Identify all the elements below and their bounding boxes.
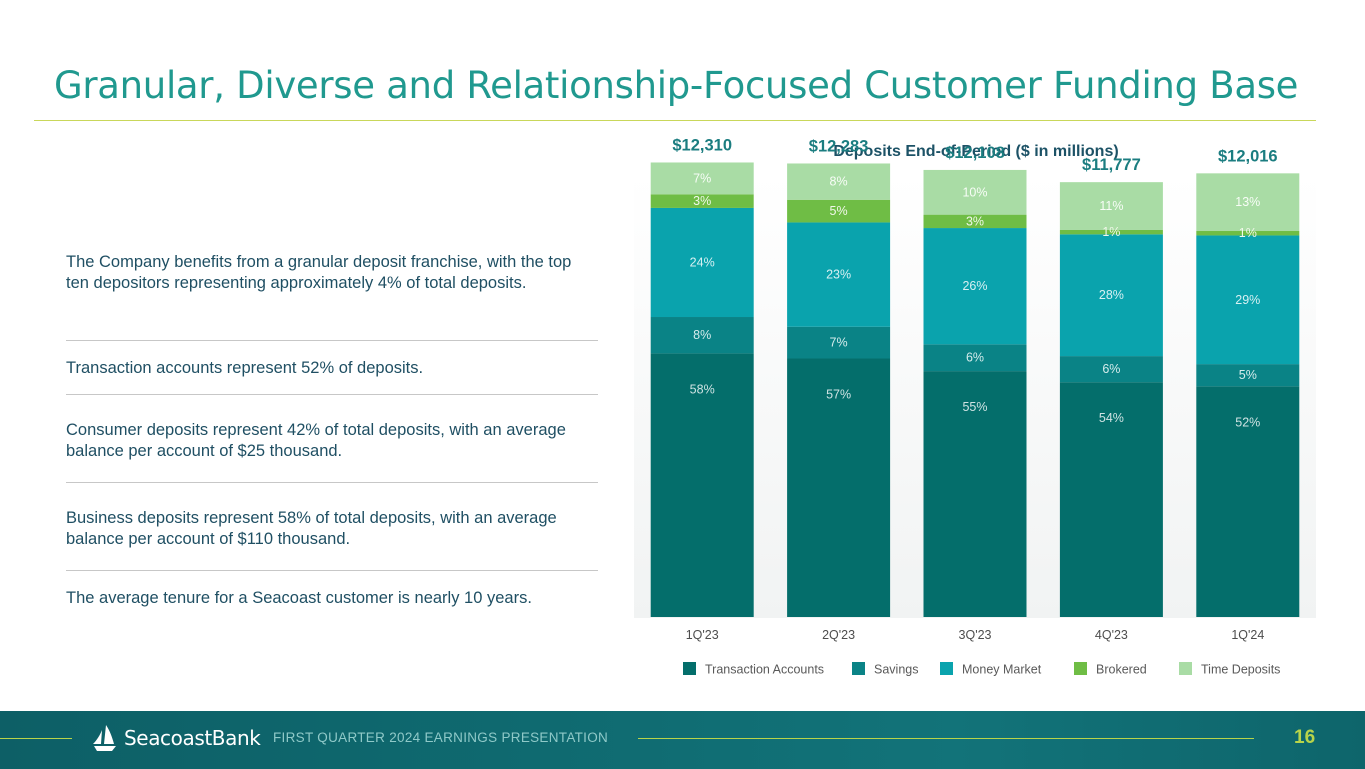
bullet-item-consumer-deposits: Consumer deposits represent 42% of total… (66, 421, 566, 460)
bar-segment-money-market (1059, 234, 1163, 357)
bar-segment-money-market (923, 228, 1027, 345)
data-label: 28% (1099, 288, 1124, 302)
data-label: 55% (962, 400, 987, 414)
data-label: 52% (1235, 415, 1260, 429)
data-label: 5% (1239, 368, 1257, 382)
bar-segment-time-deposits (1196, 173, 1300, 232)
x-tick-label: 3Q'23 (959, 628, 992, 642)
data-label: 6% (966, 351, 984, 365)
legend-swatch (1179, 662, 1192, 675)
bar-segment-time-deposits (650, 162, 754, 195)
data-label: 8% (830, 175, 848, 189)
data-label: 1% (1239, 226, 1257, 240)
data-label: 3% (966, 214, 984, 228)
bar-segment-savings (1196, 364, 1300, 387)
data-label: 8% (693, 328, 711, 342)
data-label: 11% (1099, 199, 1123, 213)
bullet-item-transaction-accounts: Transaction accounts represent 52% of de… (66, 359, 424, 377)
x-tick-label: 1Q'23 (686, 628, 719, 642)
footer-accent-line (638, 738, 1254, 739)
data-label: 26% (962, 279, 987, 293)
legend-swatch (940, 662, 953, 675)
data-label: 57% (826, 387, 851, 401)
bar-segment-savings (923, 344, 1027, 372)
data-label: 29% (1235, 293, 1260, 307)
bar-segment-transaction-accounts (787, 358, 891, 617)
x-tick-label: 4Q'23 (1095, 628, 1128, 642)
page-number: 16 (1294, 727, 1316, 748)
data-label: 54% (1099, 411, 1124, 425)
total-label: $12,283 (809, 137, 869, 155)
chart-title: Deposits End-of-Period ($ in millions) (833, 143, 1118, 160)
data-label: 13% (1235, 195, 1260, 209)
legend-label: Savings (874, 663, 918, 677)
legend-label: Brokered (1096, 663, 1147, 677)
bar-segment-money-market (1196, 235, 1300, 365)
bar-segment-brokered (1059, 229, 1163, 235)
bullet-divider (66, 570, 598, 571)
bar-segment-time-deposits (787, 163, 891, 200)
page-title: Granular, Diverse and Relationship-Focus… (54, 64, 1299, 107)
deposits-chart: Deposits End-of-Period ($ in millions) 5… (634, 134, 1316, 694)
sailboat-icon (93, 725, 116, 751)
bullet-divider (66, 394, 598, 395)
data-label: 7% (693, 171, 711, 185)
bar-segment-transaction-accounts (650, 353, 754, 617)
x-tick-label: 2Q'23 (822, 628, 855, 642)
seacoast-logo: SeacoastBank (90, 723, 261, 753)
bar-segment-savings (1059, 356, 1163, 383)
bar-segment-savings (650, 317, 754, 354)
bar-segment-time-deposits (923, 169, 1027, 215)
total-label: $12,310 (672, 136, 732, 154)
bar-segment-transaction-accounts (923, 371, 1027, 617)
x-tick-label: 1Q'24 (1231, 628, 1264, 642)
data-label: 7% (830, 336, 848, 350)
bullet-item-customer-tenure: The average tenure for a Seacoast custom… (66, 589, 532, 607)
legend-label: Time Deposits (1201, 663, 1280, 677)
bar-segment-time-deposits (1059, 182, 1163, 230)
bar-segment-brokered (787, 199, 891, 223)
bar-segment-money-market (650, 207, 754, 318)
footer-accent-line (0, 738, 72, 739)
data-label: 24% (690, 255, 715, 269)
legend-label: Money Market (962, 663, 1042, 677)
legend-swatch (852, 662, 865, 675)
data-label: 58% (690, 382, 715, 396)
footer-caption: FIRST QUARTER 2024 EARNINGS PRESENTATION (273, 730, 609, 745)
total-label: $12,016 (1218, 147, 1278, 165)
bar-segment-brokered (1196, 231, 1300, 236)
data-label: 23% (826, 268, 851, 282)
bar-segment-savings (787, 326, 891, 359)
data-label: 1% (1102, 225, 1120, 239)
bar-segment-money-market (787, 222, 891, 327)
data-label: 5% (830, 204, 848, 218)
data-label: 3% (693, 194, 711, 208)
legend-swatch (683, 662, 696, 675)
brand-name: SeacoastBank (124, 726, 261, 750)
bar-segment-transaction-accounts (1059, 382, 1163, 617)
bar-segment-transaction-accounts (1196, 386, 1300, 617)
data-label: 6% (1102, 362, 1120, 376)
bar-segment-brokered (923, 214, 1027, 229)
bullet-divider (66, 340, 598, 341)
total-label: $12,108 (945, 144, 1005, 162)
total-label: $11,777 (1082, 156, 1141, 174)
legend-swatch (1074, 662, 1087, 675)
deposits-chart-svg: Deposits End-of-Period ($ in millions) 5… (634, 136, 1316, 677)
title-divider (34, 120, 1316, 121)
bullet-item-business-deposits: Business deposits represent 58% of total… (66, 509, 557, 548)
bar-segment-brokered (650, 194, 754, 208)
footer-bar: SeacoastBank FIRST QUARTER 2024 EARNINGS… (0, 711, 1365, 769)
data-label: 10% (962, 185, 987, 199)
bullet-divider (66, 482, 598, 483)
legend-label: Transaction Accounts (705, 663, 824, 677)
bullet-item-top-depositors: The Company benefits from a granular dep… (66, 253, 572, 292)
